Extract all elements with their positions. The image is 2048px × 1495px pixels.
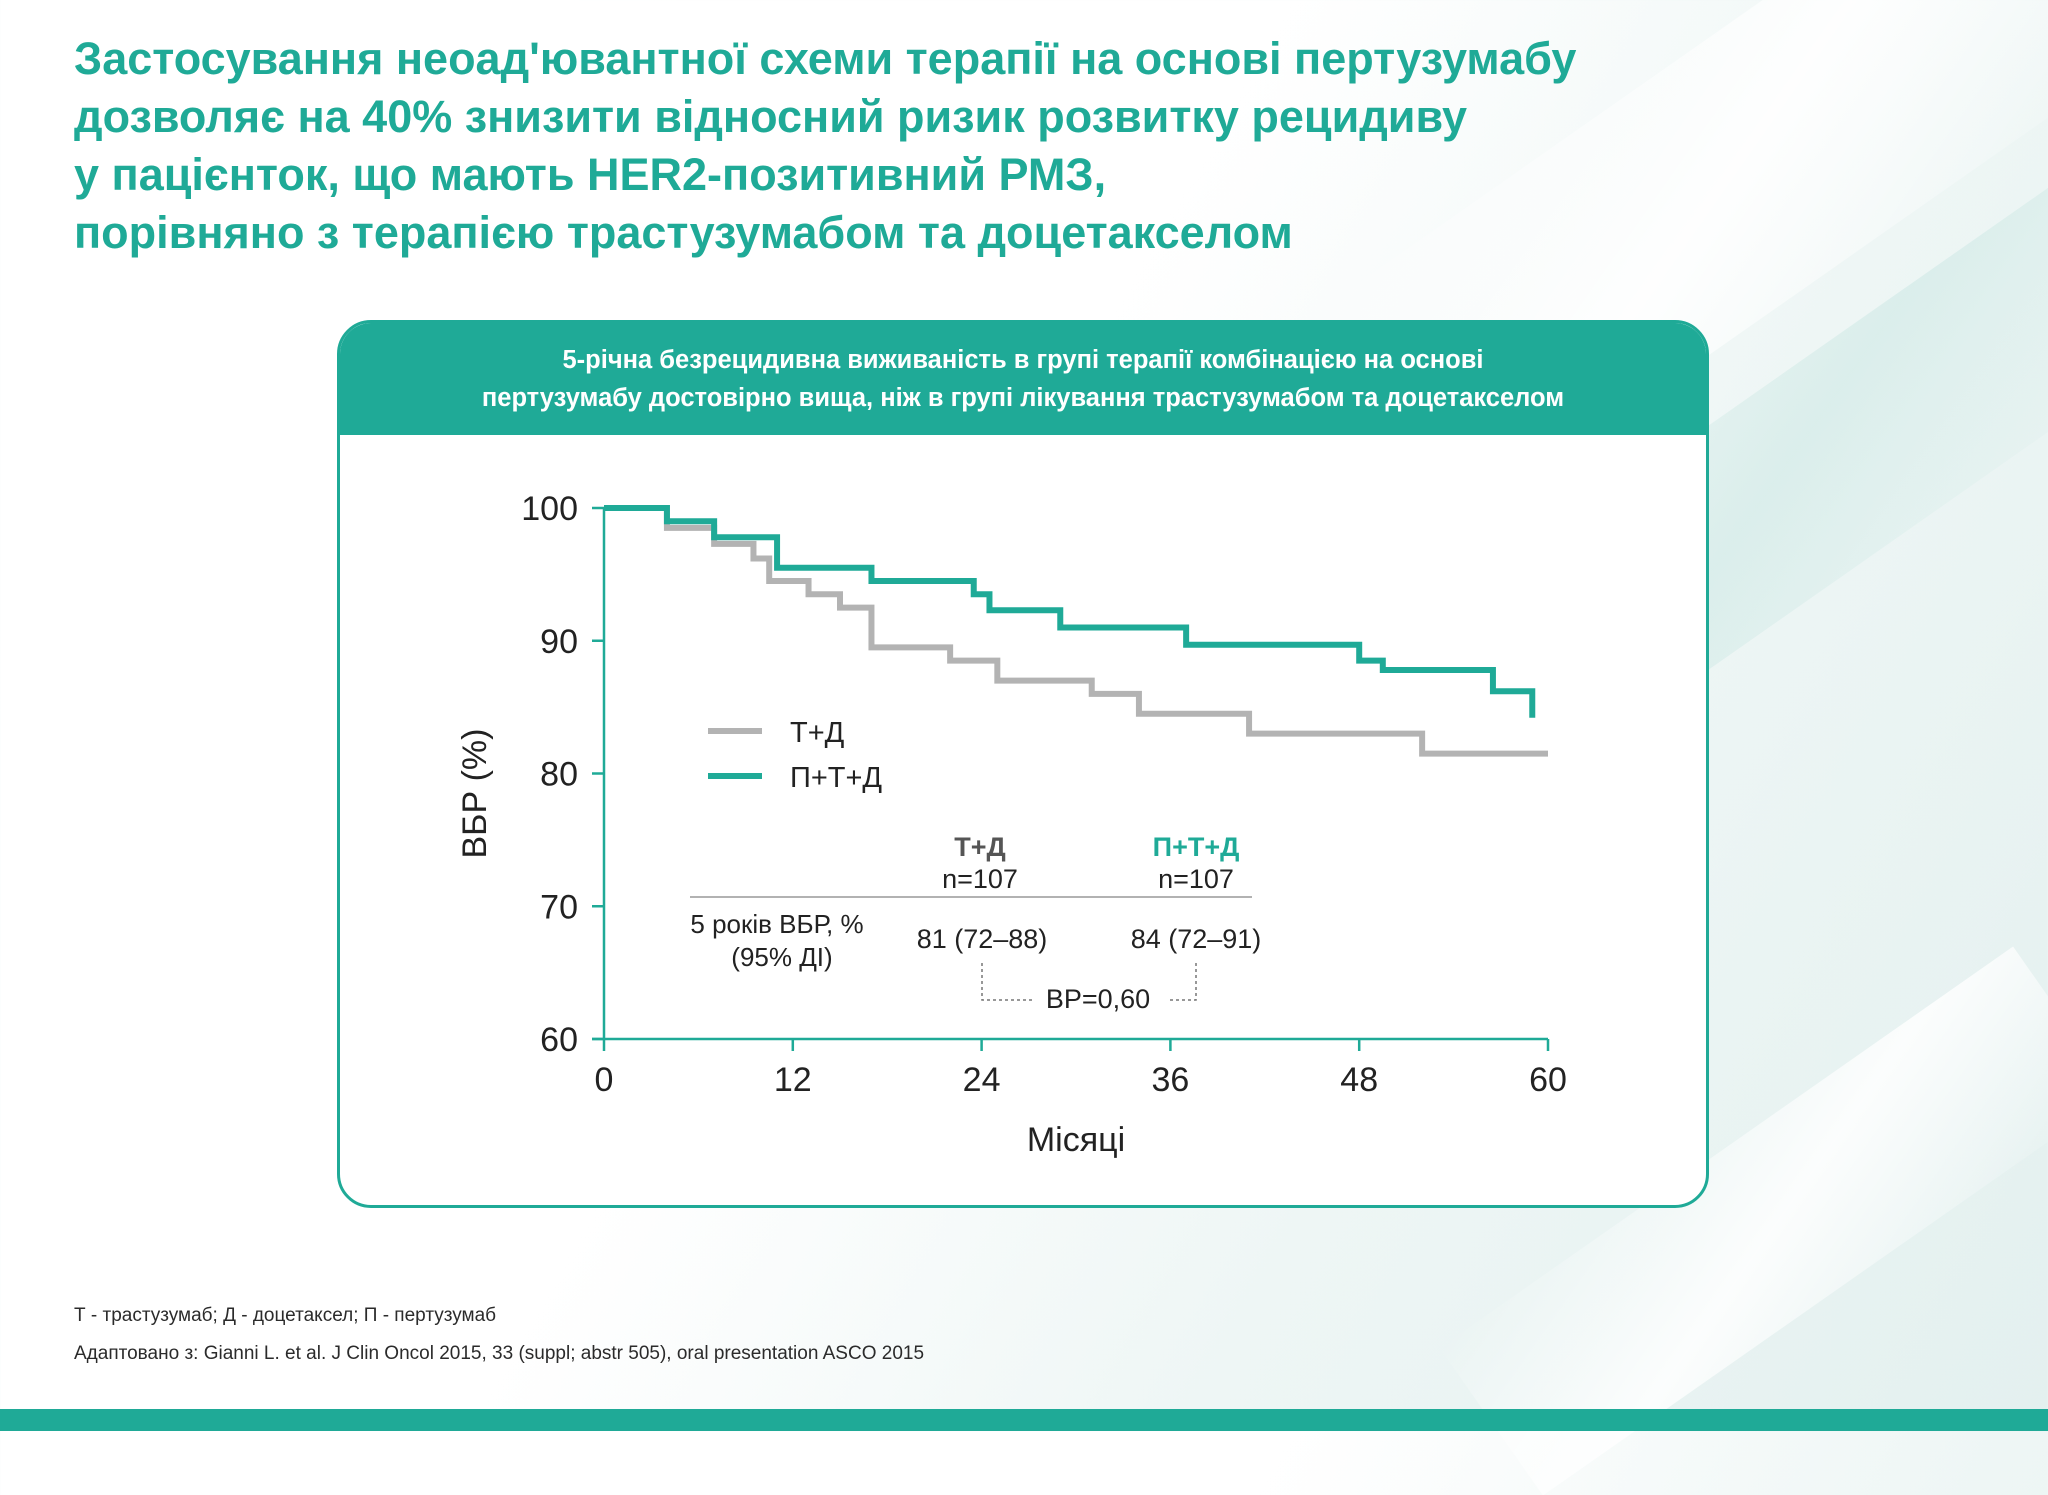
chart-card: 5-річна безрецидивна виживаність в групі… — [337, 320, 1709, 1208]
chart-card-header: 5-річна безрецидивна виживаність в групі… — [340, 323, 1706, 435]
headline-line: у пацієнток, що мають HER2-позитивний РМ… — [74, 149, 1107, 200]
chart-legend: Т+Д П+Т+Д — [708, 717, 882, 794]
y-tick-label: 60 — [540, 1021, 578, 1059]
card-header-line: 5-річна безрецидивна виживаність в групі… — [562, 346, 1484, 374]
footnote-source: Адаптовано з: Gianni L. et al. J Clin On… — [74, 1343, 925, 1364]
y-tick-label: 90 — [540, 623, 578, 661]
table-row-label-ci: (95% ДІ) — [731, 942, 832, 972]
headline: Застосування неоад'ювантної схеми терапі… — [74, 30, 1774, 262]
x-tick-label: 60 — [1529, 1061, 1567, 1099]
y-axis-title: ВБР (%) — [456, 729, 494, 859]
footnote-abbreviations: Т - трастузумаб; Д - доцетаксел; П - пер… — [74, 1305, 497, 1326]
x-tick-label: 12 — [774, 1061, 812, 1099]
headline-line: дозволяє на 40% знизити відносний ризик … — [74, 91, 1468, 142]
y-tick-label: 70 — [540, 888, 578, 926]
x-tick-label: 24 — [963, 1061, 1001, 1099]
legend-label-td: Т+Д — [790, 717, 845, 749]
bottom-accent-bar — [0, 1409, 2048, 1431]
table-n-td: n=107 — [942, 864, 1018, 894]
table-value-ptd: 84 (72–91) — [1131, 924, 1262, 954]
hazard-ratio: ВР=0,60 — [1046, 984, 1150, 1014]
x-tick-label: 48 — [1340, 1061, 1378, 1099]
table-header-ptd: П+Т+Д — [1153, 832, 1240, 862]
table-n-ptd: n=107 — [1158, 864, 1234, 894]
y-tick-label: 100 — [521, 490, 578, 528]
survival-chart: 60 70 80 90 100 0 12 24 36 48 60 Місяці ВБР (%) Т+Д … — [456, 490, 1567, 1159]
table-header-td: Т+Д — [954, 832, 1006, 862]
headline-line: Застосування неоад'ювантної схеми терапі… — [74, 33, 1577, 84]
legend-label-ptd: П+Т+Д — [790, 762, 882, 794]
y-tick-label: 80 — [540, 756, 578, 794]
x-axis-title: Місяці — [1027, 1121, 1125, 1159]
hr-bracket-right — [1168, 963, 1197, 1001]
table-value-td: 81 (72–88) — [917, 924, 1048, 954]
chart-axes: 60 70 80 90 100 0 12 24 36 48 60 Місяці ВБР (%) — [456, 490, 1567, 1159]
x-tick-label: 0 — [595, 1061, 614, 1099]
card-header-line: пертузумабу достовірно вища, ніж в групі… — [481, 384, 1565, 412]
headline-line: порівняно з терапією трастузумабом та до… — [74, 207, 1293, 258]
hr-bracket-left — [981, 963, 1032, 1001]
series-line-ptd — [604, 505, 1536, 718]
chart-series — [604, 505, 1548, 757]
x-tick-label: 36 — [1151, 1061, 1189, 1099]
table-row-label: 5 років ВБР, % — [690, 909, 863, 939]
summary-table: Т+Д n=107 П+Т+Д n=107 5 років ВБР, % (95… — [690, 832, 1261, 1014]
series-line-td — [604, 505, 1548, 757]
